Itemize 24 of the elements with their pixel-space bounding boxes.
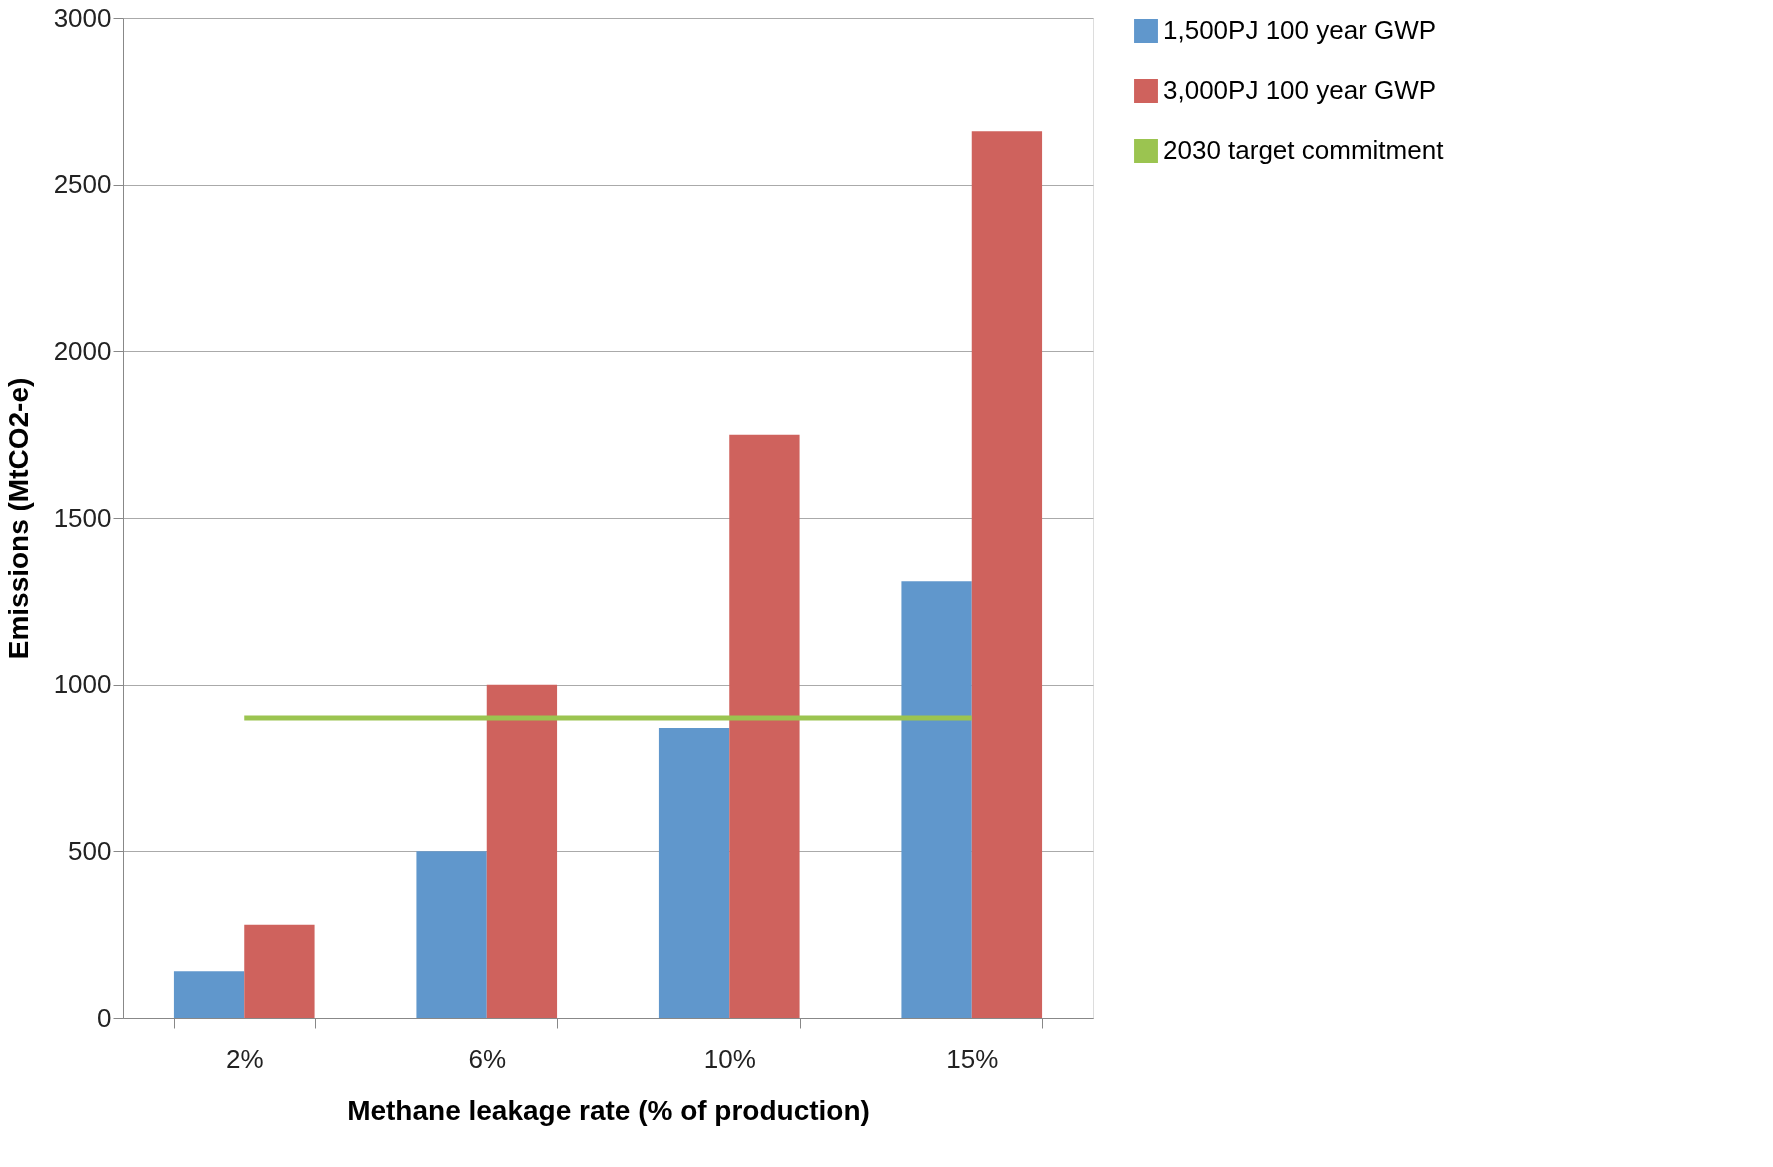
x-tick-label: 6% bbox=[468, 1043, 507, 1074]
bar bbox=[416, 851, 487, 1018]
bar bbox=[729, 434, 800, 1018]
y-tick-label: 2500 bbox=[53, 169, 112, 200]
bar bbox=[971, 131, 1043, 1018]
y-tick-label: 3000 bbox=[53, 2, 112, 33]
y-tick-label: 500 bbox=[68, 835, 112, 866]
y-tick-label: 1000 bbox=[53, 669, 112, 700]
y-tick-label: 2000 bbox=[53, 335, 112, 366]
legend-label: 2030 target commitment bbox=[1163, 135, 1445, 165]
x-tick-label: 15% bbox=[946, 1043, 999, 1074]
bar bbox=[658, 728, 730, 1018]
y-tick-label: 1500 bbox=[53, 502, 112, 533]
bar bbox=[173, 971, 245, 1018]
y-axis-title: Emissions (MtCO2-e) bbox=[2, 377, 34, 660]
y-tick-label: 0 bbox=[97, 1002, 112, 1033]
bar bbox=[486, 684, 558, 1018]
legend-label: 1,500PJ 100 year GWP bbox=[1163, 15, 1437, 45]
x-tick-label: 10% bbox=[703, 1043, 756, 1074]
legend-label: 3,000PJ 100 year GWP bbox=[1163, 75, 1437, 105]
x-tick-label: 2% bbox=[225, 1043, 264, 1074]
bar bbox=[901, 581, 972, 1018]
bar bbox=[244, 924, 315, 1018]
x-axis-title: Methane leakage rate (% of production) bbox=[347, 1094, 870, 1126]
